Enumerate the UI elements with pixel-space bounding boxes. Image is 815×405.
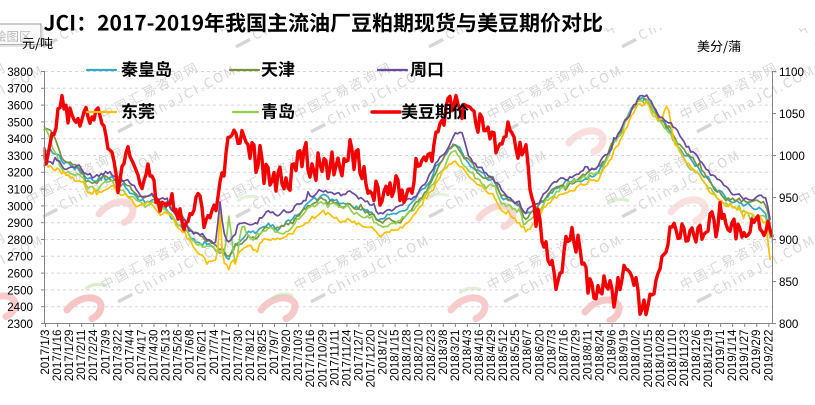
svg-text:2017/10/29: 2017/10/29: [316, 330, 329, 388]
svg-text:3100: 3100: [7, 184, 33, 197]
svg-text:3300: 3300: [7, 150, 33, 163]
svg-text:2018/10/2: 2018/10/2: [630, 330, 643, 382]
svg-text:2400: 2400: [7, 301, 33, 314]
svg-text:2017/4/30: 2017/4/30: [148, 330, 161, 382]
svg-text:2700: 2700: [7, 251, 33, 264]
svg-text:2018/11/23: 2018/11/23: [678, 330, 691, 387]
svg-text:2018/2/10: 2018/2/10: [413, 330, 426, 382]
svg-text:2019/2/22: 2019/2/22: [762, 330, 775, 382]
svg-text:3800: 3800: [7, 66, 33, 79]
svg-text:2017/5/13: 2017/5/13: [160, 330, 173, 382]
svg-text:2017/6/8: 2017/6/8: [184, 330, 197, 375]
svg-text:2018/1/2: 2018/1/2: [377, 330, 390, 375]
svg-text:2019/1/1: 2019/1/1: [714, 330, 727, 375]
svg-text:2018/12/19: 2018/12/19: [702, 330, 715, 388]
svg-text:2018/2/23: 2018/2/23: [425, 330, 438, 382]
svg-text:2018/4/29: 2018/4/29: [485, 330, 498, 382]
svg-text:3200: 3200: [7, 167, 33, 180]
svg-text:2019/1/14: 2019/1/14: [726, 329, 739, 381]
svg-text:2017/10/16: 2017/10/16: [304, 330, 317, 388]
svg-text:2017/12/7: 2017/12/7: [352, 330, 365, 382]
svg-text:2018/5/25: 2018/5/25: [509, 330, 522, 382]
svg-text:3400: 3400: [7, 133, 33, 146]
svg-text:2019/1/27: 2019/1/27: [738, 330, 751, 382]
svg-text:2018/12/6: 2018/12/6: [690, 330, 703, 382]
svg-text:2018/4/16: 2018/4/16: [473, 330, 486, 382]
svg-text:2018/7/29: 2018/7/29: [569, 330, 582, 382]
svg-text:2017/3/9: 2017/3/9: [99, 330, 112, 375]
svg-text:2017/5/26: 2017/5/26: [172, 330, 185, 382]
svg-text:2017/7/4: 2017/7/4: [208, 329, 221, 375]
svg-text:2018/6/20: 2018/6/20: [533, 330, 546, 382]
svg-text:3000: 3000: [7, 200, 33, 213]
svg-text:2017/1/29: 2017/1/29: [63, 330, 76, 382]
svg-text:2018/9/19: 2018/9/19: [618, 330, 631, 382]
svg-text:1050: 1050: [779, 108, 805, 121]
svg-text:2018/4/3: 2018/4/3: [461, 330, 474, 375]
svg-text:800: 800: [779, 318, 798, 331]
svg-text:2300: 2300: [7, 318, 33, 331]
svg-text:2018/9/6: 2018/9/6: [606, 330, 619, 375]
svg-text:2017/4/4: 2017/4/4: [123, 329, 136, 375]
svg-text:2017/1/3: 2017/1/3: [39, 330, 52, 375]
svg-text:2600: 2600: [7, 268, 33, 281]
svg-text:2018/3/8: 2018/3/8: [437, 330, 450, 375]
svg-text:2018/11/10: 2018/11/10: [666, 330, 679, 387]
svg-text:2018/8/11: 2018/8/11: [582, 330, 595, 381]
svg-text:3600: 3600: [7, 100, 33, 113]
svg-text:2017/12/20: 2017/12/20: [365, 330, 378, 388]
svg-text:2017/2/11: 2017/2/11: [75, 330, 88, 381]
svg-text:2017/9/7: 2017/9/7: [268, 330, 281, 375]
svg-text:2018/3/21: 2018/3/21: [449, 330, 462, 382]
svg-text:1000: 1000: [779, 150, 805, 163]
svg-text:850: 850: [779, 276, 798, 289]
svg-text:2017/9/20: 2017/9/20: [280, 330, 293, 382]
svg-text:2017/2/24: 2017/2/24: [87, 329, 100, 381]
svg-text:2900: 2900: [7, 217, 33, 230]
svg-text:2017/8/12: 2017/8/12: [244, 330, 257, 382]
svg-text:2017/7/30: 2017/7/30: [232, 330, 245, 382]
svg-text:2017/7/17: 2017/7/17: [220, 330, 233, 382]
svg-text:2017/4/17: 2017/4/17: [135, 330, 148, 382]
svg-text:2018/1/15: 2018/1/15: [389, 330, 402, 382]
svg-text:2800: 2800: [7, 234, 33, 247]
svg-text:2500: 2500: [7, 284, 33, 297]
svg-text:2018/7/16: 2018/7/16: [557, 330, 570, 382]
svg-text:2018/5/12: 2018/5/12: [497, 330, 510, 382]
svg-text:2018/10/28: 2018/10/28: [654, 330, 667, 388]
svg-text:3500: 3500: [7, 116, 33, 129]
svg-text:2017/8/25: 2017/8/25: [256, 330, 269, 382]
svg-text:2019/2/9: 2019/2/9: [750, 330, 763, 375]
svg-text:2017/11/24: 2017/11/24: [340, 329, 353, 387]
svg-text:900: 900: [779, 234, 798, 247]
svg-text:2017/6/21: 2017/6/21: [196, 330, 209, 382]
svg-text:950: 950: [779, 192, 798, 205]
svg-text:2017/1/16: 2017/1/16: [51, 330, 64, 382]
svg-text:2017/11/11: 2017/11/11: [328, 330, 341, 386]
svg-text:2017/10/3: 2017/10/3: [292, 330, 305, 382]
svg-text:2018/7/3: 2018/7/3: [545, 330, 558, 375]
svg-text:2018/6/7: 2018/6/7: [521, 330, 534, 375]
svg-text:2018/1/28: 2018/1/28: [401, 330, 414, 382]
svg-text:2018/8/24: 2018/8/24: [594, 329, 607, 381]
svg-text:1100: 1100: [779, 66, 804, 79]
svg-text:2018/10/15: 2018/10/15: [642, 330, 655, 388]
svg-text:2017/3/22: 2017/3/22: [111, 330, 124, 382]
svg-text:3700: 3700: [7, 83, 33, 96]
